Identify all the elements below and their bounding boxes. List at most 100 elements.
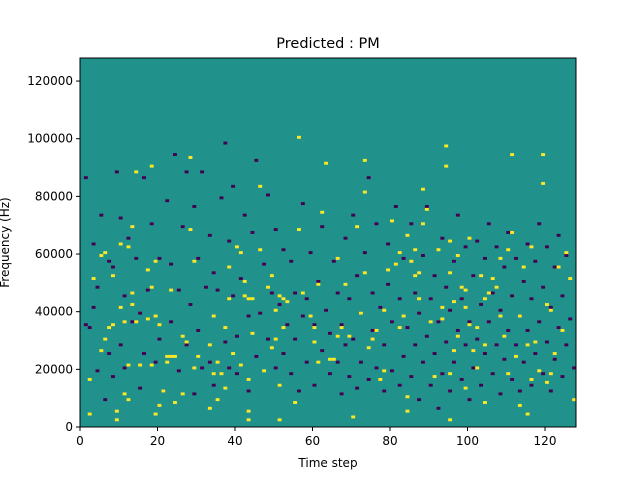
heatmap-cell-low xyxy=(424,334,429,338)
heatmap-cell-low xyxy=(370,291,375,295)
heatmap-cell-high xyxy=(436,248,441,252)
heatmap-cell-low xyxy=(207,360,212,364)
heatmap-cell-low xyxy=(138,386,143,390)
heatmap-cell-high xyxy=(355,225,360,229)
heatmap-cell-high xyxy=(161,389,166,393)
heatmap-cell-low xyxy=(521,360,526,364)
heatmap-cell-high xyxy=(525,412,530,416)
heatmap-cell-low xyxy=(262,262,267,266)
heatmap-cell-low xyxy=(320,225,325,229)
heatmap-cell-high xyxy=(483,297,487,301)
heatmap-cell-low xyxy=(494,245,499,249)
heatmap-cell-high xyxy=(405,409,410,413)
heatmap-cell-high xyxy=(273,337,278,341)
heatmap-cell-low xyxy=(153,360,158,364)
heatmap-cell-high xyxy=(277,418,282,422)
heatmap-cell-high xyxy=(262,369,267,373)
heatmap-cell-high xyxy=(246,377,251,381)
heatmap-cell-high xyxy=(211,372,216,376)
heatmap-cell-low xyxy=(498,392,503,396)
heatmap-cell-low xyxy=(169,262,174,266)
heatmap-cell-high xyxy=(246,418,251,422)
heatmap-cell-low xyxy=(207,233,212,237)
heatmap-cell-high xyxy=(463,305,468,309)
heatmap-cell-low xyxy=(382,389,387,393)
heatmap-cell-high xyxy=(401,314,406,318)
heatmap-cell-high xyxy=(122,320,127,324)
heatmap-cell-high xyxy=(568,277,573,281)
heatmap-cell-high xyxy=(227,297,232,301)
heatmap-cell-high xyxy=(277,294,282,298)
heatmap-cell-low xyxy=(386,282,391,286)
heatmap-cell-high xyxy=(393,262,398,266)
heatmap-cell-low xyxy=(521,279,526,283)
heatmap-cell-high xyxy=(347,334,352,338)
heatmap-cell-high xyxy=(459,285,464,289)
heatmap-cell-high xyxy=(335,334,340,338)
heatmap-cell-high xyxy=(362,271,367,275)
heatmap-cell-low xyxy=(548,389,553,393)
heatmap-cell-low xyxy=(339,392,344,396)
heatmap-cell-high xyxy=(293,401,298,404)
heatmap-cell-high xyxy=(552,352,557,355)
heatmap-cell-high xyxy=(359,311,363,315)
heatmap-cell-low xyxy=(269,291,274,295)
heatmap-cell-low xyxy=(459,297,464,301)
heatmap-cell-low xyxy=(440,372,445,376)
heatmap-cell-high xyxy=(242,279,247,283)
heatmap-cell-low xyxy=(529,297,534,301)
heatmap-cell-low xyxy=(386,242,391,246)
heatmap-cell-low xyxy=(490,291,495,295)
heatmap-cell-low xyxy=(343,343,348,347)
heatmap-cell-low xyxy=(277,303,282,306)
heatmap-cell-high xyxy=(238,363,243,367)
heatmap-cell-low xyxy=(211,271,216,275)
heatmap-cell-high xyxy=(126,398,131,402)
heatmap-cell-low xyxy=(254,354,259,358)
heatmap-cell-high xyxy=(320,210,325,214)
heatmap-cell-low xyxy=(490,372,495,376)
heatmap-cell-low xyxy=(145,288,150,292)
heatmap-cell-low xyxy=(541,285,546,289)
heatmap-cell-high xyxy=(455,254,460,257)
heatmap-cell-low xyxy=(238,277,243,281)
heatmap-cell-low xyxy=(142,352,146,355)
heatmap-cell-low xyxy=(254,158,259,162)
heatmap-cell-low xyxy=(401,256,406,260)
heatmap-cell-high xyxy=(196,354,201,358)
heatmap-cell-low xyxy=(533,259,538,263)
heatmap-cell-high xyxy=(455,334,460,338)
heatmap-cell-high xyxy=(107,326,112,330)
heatmap-cell-high xyxy=(541,181,546,185)
heatmap-cell-low xyxy=(184,343,189,347)
heatmap-cell-low xyxy=(366,377,371,381)
heatmap-cell-high xyxy=(362,158,367,162)
heatmap-cell-high xyxy=(231,352,236,355)
heatmap-cell-low xyxy=(219,196,224,200)
heatmap-cell-high xyxy=(448,271,453,275)
heatmap-cell-high xyxy=(297,135,301,139)
heatmap-cell-low xyxy=(370,328,375,332)
heatmap-cell-low xyxy=(452,360,456,364)
heatmap-cell-high xyxy=(188,156,193,159)
heatmap-cell-low xyxy=(494,343,499,347)
heatmap-cell-high xyxy=(537,369,542,373)
heatmap-cell-high xyxy=(529,377,534,381)
heatmap-cell-low xyxy=(475,239,480,243)
heatmap-cell-low xyxy=(235,334,239,338)
heatmap-cell-low xyxy=(440,236,445,240)
heatmap-cell-low xyxy=(355,274,360,278)
heatmap-cell-low xyxy=(300,314,305,318)
heatmap-cell-low xyxy=(444,285,449,289)
heatmap-cell-high xyxy=(269,346,274,350)
heatmap-cell-high xyxy=(545,303,549,306)
chart-title: Predicted : PM xyxy=(276,36,379,52)
heatmap-cell-high xyxy=(413,274,418,278)
heatmap-cell-low xyxy=(413,343,418,347)
heatmap-cell-low xyxy=(545,340,549,344)
heatmap-cell-high xyxy=(479,274,484,278)
heatmap-cell-high xyxy=(424,207,429,211)
heatmap-cell-high xyxy=(258,248,263,252)
heatmap-cell-high xyxy=(297,228,301,232)
